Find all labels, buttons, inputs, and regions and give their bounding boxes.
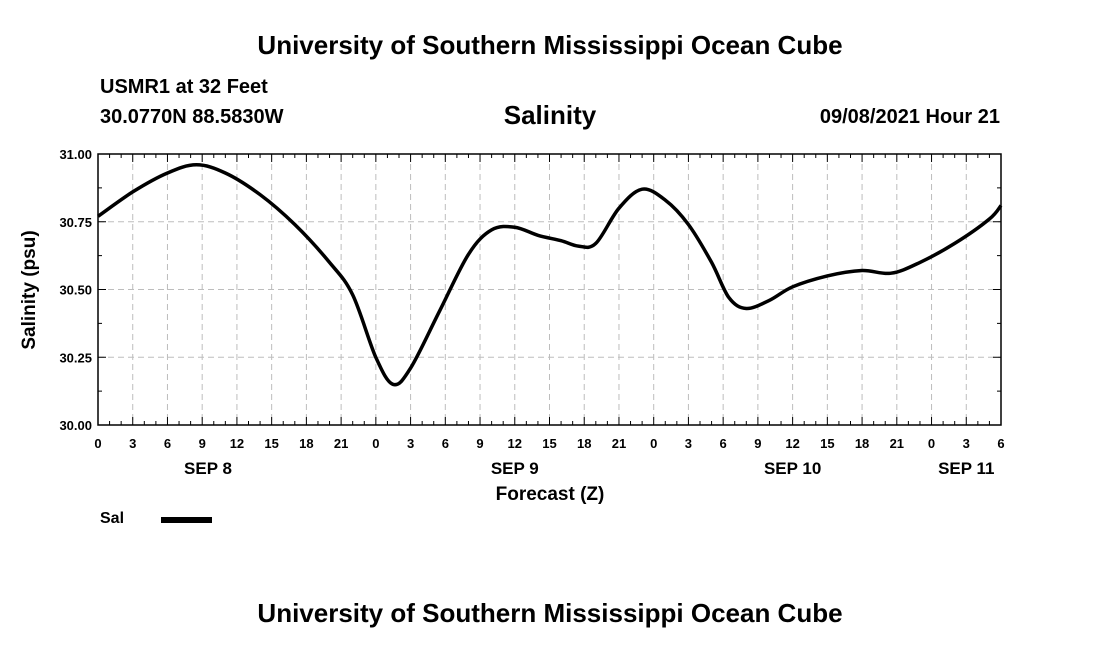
header-title: University of Southern Mississippi Ocean… <box>257 30 843 60</box>
y-tick-label: 30.50 <box>59 283 92 298</box>
coordinates-label: 30.0770N 88.5830W <box>100 106 284 128</box>
axis-labels: 0 3 6 9 12 15 18 21 0 3 6 9 12 15 18 21 0 3 6 9 12 15 18 21 0 3 6 3… <box>59 147 1004 478</box>
x-tick-label: 0 <box>372 436 379 451</box>
y-tick-label: 30.25 <box>59 350 92 365</box>
legend-label: Sal <box>100 510 125 527</box>
x-tick-label: 6 <box>720 436 727 451</box>
date-label: SEP 8 <box>184 459 232 478</box>
x-tick-label: 0 <box>650 436 657 451</box>
y-tick-label: 30.00 <box>59 418 92 433</box>
date-label: SEP 9 <box>491 459 539 478</box>
x-tick-label: 21 <box>612 436 626 451</box>
x-tick-label: 3 <box>685 436 692 451</box>
x-tick-label: 12 <box>230 436 244 451</box>
station-label: USMR1 at 32 Feet <box>100 76 268 98</box>
x-tick-label: 21 <box>890 436 904 451</box>
legend-swatch <box>161 517 212 523</box>
series-layer <box>97 163 1003 387</box>
y-tick-label: 31.00 <box>59 147 92 162</box>
x-tick-label: 6 <box>164 436 171 451</box>
series-line-sal <box>97 163 1003 387</box>
x-tick-label: 0 <box>94 436 101 451</box>
footer-title: University of Southern Mississippi Ocean… <box>257 598 843 628</box>
x-tick-label: 6 <box>442 436 449 451</box>
x-tick-label: 15 <box>264 436 278 451</box>
x-tick-label: 6 <box>997 436 1004 451</box>
x-tick-label: 3 <box>407 436 414 451</box>
chart-title: Salinity <box>503 100 597 130</box>
x-tick-label: 15 <box>820 436 834 451</box>
x-tick-label: 12 <box>508 436 522 451</box>
datetime-label: 09/08/2021 Hour 21 <box>819 106 1000 128</box>
x-tick-label: 12 <box>785 436 799 451</box>
x-tick-label: 3 <box>963 436 970 451</box>
x-tick-label: 18 <box>577 436 591 451</box>
grid-lines <box>98 154 1001 425</box>
x-tick-label: 15 <box>542 436 556 451</box>
x-tick-label: 18 <box>855 436 869 451</box>
x-axis-title: Forecast (Z) <box>496 484 605 505</box>
x-tick-label: 9 <box>754 436 761 451</box>
x-tick-label: 9 <box>476 436 483 451</box>
y-axis-title: Salinity (psu) <box>19 230 40 349</box>
date-label: SEP 10 <box>764 459 821 478</box>
x-tick-label: 21 <box>334 436 348 451</box>
x-tick-label: 9 <box>199 436 206 451</box>
x-tick-label: 18 <box>299 436 313 451</box>
x-tick-label: 3 <box>129 436 136 451</box>
axis-ticks <box>97 153 1002 426</box>
x-tick-label: 0 <box>928 436 935 451</box>
y-tick-label: 30.75 <box>59 215 92 230</box>
date-label: SEP 11 <box>938 459 994 478</box>
